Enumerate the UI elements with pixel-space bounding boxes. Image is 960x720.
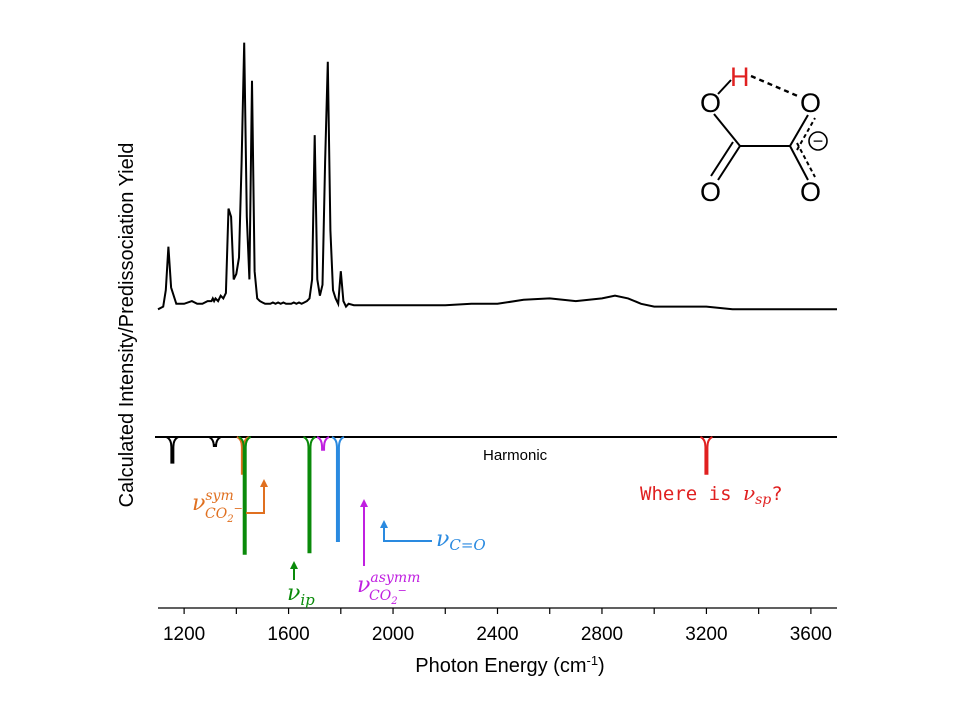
- label-nu-co2-asymm-sub2: 2: [390, 596, 397, 607]
- label-nu-ip: νip: [287, 581, 315, 609]
- x-tick-label: 2000: [372, 624, 414, 645]
- hbond-dashed: [750, 74, 801, 99]
- atom-h: H: [730, 62, 750, 92]
- annotation-arrows: [246, 479, 432, 580]
- harmonic-stick: [316, 436, 330, 451]
- label-nu-ip-base: ν: [287, 581, 300, 606]
- label-nu-ip-sub: ip: [300, 591, 315, 609]
- label-nu-c-o-base: ν: [436, 527, 449, 552]
- harmonic-label: Harmonic: [483, 447, 548, 464]
- harmonic-stick: [238, 436, 252, 555]
- bond-c-o-right: [789, 114, 809, 147]
- label-where-is: Where is νsp?: [640, 481, 783, 508]
- asymm-arrowhead: [360, 499, 368, 507]
- y-axis-label: Calculated Intensity/Predissociation Yie…: [116, 143, 138, 508]
- negative-charge-symbol: −: [813, 131, 824, 151]
- x-axis-label-sup: -1: [586, 653, 598, 668]
- x-tick-label: 1600: [267, 624, 309, 645]
- x-axis-label-tail: ): [598, 655, 605, 677]
- sym-arrow: [246, 484, 265, 514]
- atom-o-lower-left: O: [700, 177, 721, 207]
- x-axis-ticks: 1200 1600 2000 2400 2800 3200 3600: [163, 608, 832, 645]
- harmonic-stick: [699, 436, 713, 475]
- sym-arrowhead: [260, 479, 268, 487]
- harmonic-stick-spectrum: [155, 436, 837, 555]
- x-tick-label: 2800: [581, 624, 623, 645]
- x-axis-label-main: Photon Energy (cm: [415, 655, 586, 677]
- label-where-is-text: Where is: [640, 483, 743, 505]
- label-nu-co2-sym-subsup: −: [234, 502, 243, 515]
- label-where-is-sub: sp: [755, 492, 771, 508]
- x-tick-label: 3200: [685, 624, 727, 645]
- label-nu-co2-sym-sub-text: CO: [205, 506, 228, 522]
- bond-c-o-right-dashed: [796, 117, 816, 151]
- bond-o-h: [717, 79, 732, 95]
- harmonic-stick: [303, 436, 316, 554]
- x-axis-label: Photon Energy (cm-1): [415, 653, 604, 677]
- label-nu-co2-sym-sub: CO2−: [205, 502, 243, 525]
- label-nu-co2-asymm-sub-text: CO: [369, 588, 392, 604]
- harmonic-stick: [331, 436, 345, 542]
- label-nu-co2-asymm-sup: asymm: [370, 570, 420, 586]
- experimental-spectrum-line: [157, 42, 837, 311]
- label-nu-co2-asymm: νasymm: [357, 570, 420, 598]
- x-tick-label: 2400: [476, 624, 518, 645]
- atom-o-lower-right: O: [800, 177, 821, 207]
- bond-c-o-bottom-left-double: [710, 141, 734, 177]
- atom-o-upper-left: O: [700, 88, 721, 118]
- x-tick-label: 1200: [163, 624, 205, 645]
- bond-c-o-bottom-left: [717, 145, 741, 181]
- ip-arrowhead: [290, 561, 298, 569]
- molecule-structure: O O O O H −: [700, 62, 828, 207]
- c-o-arrow: [383, 525, 432, 542]
- bond-c-o-bottom-right: [789, 145, 809, 181]
- label-nu-co2-asymm-base: ν: [357, 573, 370, 598]
- harmonic-stick: [208, 436, 222, 448]
- atom-o-upper-right: O: [800, 88, 821, 118]
- bond-o-c-left: [713, 113, 741, 147]
- label-nu-co2-sym-base: ν: [192, 491, 205, 516]
- label-nu-co2-sym-sup: sym: [205, 488, 233, 504]
- label-where-is-base: ν: [743, 481, 755, 505]
- label-where-is-tail: ?: [771, 483, 782, 505]
- harmonic-stick: [165, 436, 179, 464]
- label-nu-co2-sym: νsym: [192, 488, 234, 516]
- label-nu-co2-asymm-sub: CO2−: [369, 584, 407, 607]
- label-nu-co2-asymm-subsup: −: [398, 584, 407, 597]
- label-nu-c-o: νC=O: [436, 527, 486, 554]
- x-tick-label: 3600: [790, 624, 832, 645]
- c-o-arrowhead: [380, 520, 388, 528]
- label-nu-co2-sym-sub2: 2: [226, 514, 233, 525]
- label-nu-c-o-sub: C=O: [449, 536, 485, 554]
- negative-charge-circle: [808, 131, 828, 151]
